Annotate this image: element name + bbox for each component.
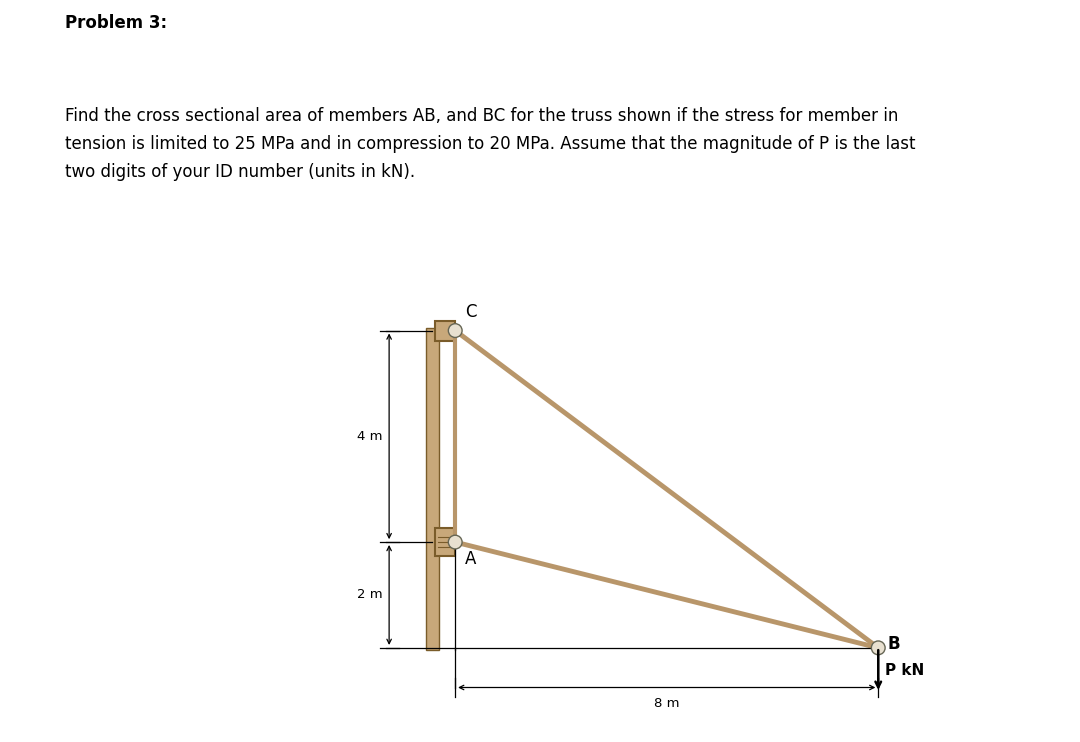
Circle shape xyxy=(448,324,462,338)
Bar xyxy=(435,528,455,556)
Text: 2 m: 2 m xyxy=(357,588,382,602)
Bar xyxy=(435,321,455,341)
Text: 8 m: 8 m xyxy=(654,697,679,710)
Text: P kN: P kN xyxy=(885,663,923,677)
Text: B: B xyxy=(888,634,901,653)
Circle shape xyxy=(872,641,886,654)
Bar xyxy=(427,328,440,651)
Text: 4 m: 4 m xyxy=(357,430,382,443)
Text: A: A xyxy=(464,550,476,568)
Text: Find the cross sectional area of members AB, and BC for the truss shown if the s: Find the cross sectional area of members… xyxy=(65,107,916,181)
Text: C: C xyxy=(464,303,476,321)
Text: Problem 3:: Problem 3: xyxy=(65,14,167,32)
Circle shape xyxy=(448,535,462,549)
